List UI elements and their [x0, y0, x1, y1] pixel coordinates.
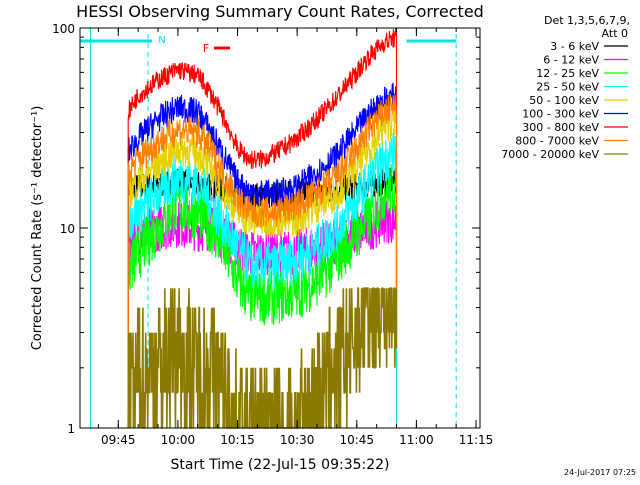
legend-label-4: 50 - 100 keV: [529, 94, 599, 107]
series-line-300-800-kev: [127, 28, 398, 428]
chart-title: HESSI Observing Summary Count Rates, Cor…: [76, 2, 484, 21]
series-line-7000-20000-kev: [127, 287, 398, 429]
legend-header-line-1: Det 1,3,5,6,7,9,: [544, 14, 630, 27]
series-line-25-50-kev: [127, 128, 398, 428]
night-marker: N: [158, 35, 165, 46]
x-tick-label-0: 09:45: [101, 433, 136, 447]
x-tick-label-3: 10:30: [280, 433, 315, 447]
plot-area: [80, 28, 457, 429]
legend-label-8: 7000 - 20000 keV: [501, 148, 599, 161]
y-axis-label: Corrected Count Rate (s⁻¹ detector⁻¹): [30, 106, 45, 351]
x-tick-label-2: 10:15: [220, 433, 255, 447]
x-axis-label: Start Time (22-Jul-15 09:35:22): [170, 457, 389, 473]
legend-label-3: 25 - 50 keV: [536, 81, 599, 94]
x-tick-label-6: 11:15: [459, 433, 494, 447]
footer-date: 24-Jul-2017 07:25: [564, 468, 636, 477]
x-tick-label-4: 10:45: [339, 433, 374, 447]
legend-label-6: 300 - 800 keV: [522, 121, 599, 134]
series-line-800-7000-kev: [127, 93, 398, 428]
x-tick-label-1: 10:00: [161, 433, 196, 447]
legend-label-2: 12 - 25 keV: [536, 67, 599, 80]
y-tick-label-1: 10: [60, 222, 75, 236]
x-tick-label-5: 11:00: [399, 433, 434, 447]
legend-label-5: 100 - 300 keV: [522, 108, 599, 121]
y-tick-label-0: 1: [67, 422, 75, 436]
legend-label-0: 3 - 6 keV: [550, 40, 599, 53]
legend-label-1: 6 - 12 keV: [543, 54, 599, 67]
legend-label-7: 800 - 7000 keV: [515, 135, 599, 148]
legend-header-line-2: Att 0: [602, 27, 628, 40]
flare-marker: F: [203, 42, 209, 55]
y-tick-label-2: 100: [52, 22, 75, 36]
axes: 1 10 100 09:45 10:00 10:15 10:30 10:45 11:00 11:1…: [52, 22, 493, 447]
